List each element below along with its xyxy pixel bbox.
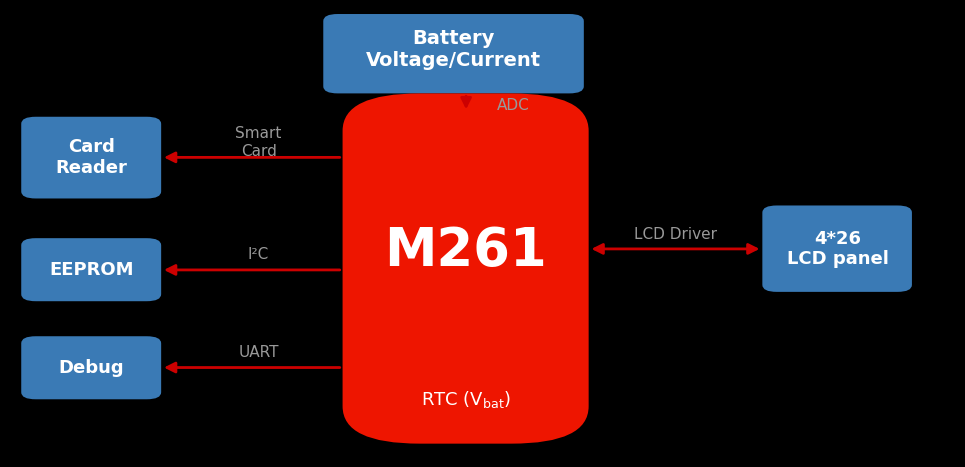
Text: Smart
Card: Smart Card (235, 126, 282, 159)
Text: ADC: ADC (497, 98, 530, 113)
FancyBboxPatch shape (343, 93, 589, 444)
FancyBboxPatch shape (762, 205, 912, 292)
Text: M261: M261 (384, 225, 547, 277)
Text: 4*26
LCD panel: 4*26 LCD panel (786, 229, 889, 269)
Text: UART: UART (238, 345, 279, 360)
FancyBboxPatch shape (21, 117, 161, 198)
Text: Debug: Debug (59, 359, 124, 376)
Text: RTC ($\mathregular{V_{bat}}$): RTC ($\mathregular{V_{bat}}$) (421, 389, 510, 410)
FancyBboxPatch shape (21, 238, 161, 301)
Text: LCD Driver: LCD Driver (634, 227, 717, 242)
Text: I²C: I²C (248, 247, 269, 262)
Text: EEPROM: EEPROM (49, 261, 134, 279)
FancyBboxPatch shape (21, 336, 161, 399)
Text: Battery
Voltage/Current: Battery Voltage/Current (366, 28, 541, 70)
FancyBboxPatch shape (323, 14, 584, 93)
Text: Card
Reader: Card Reader (56, 138, 127, 177)
